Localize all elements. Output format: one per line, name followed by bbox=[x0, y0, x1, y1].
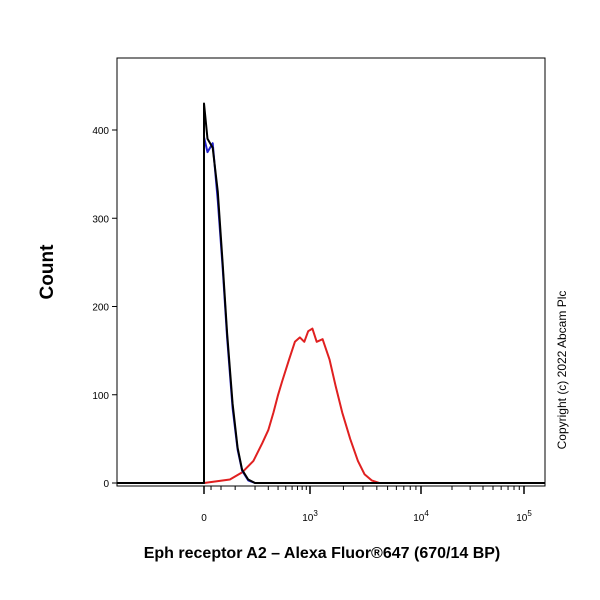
y-tick-label: 400 bbox=[92, 126, 109, 137]
x-axis-title: Eph receptor A2 – Alexa Fluor®647 (670/1… bbox=[144, 545, 501, 562]
histogram-series-line bbox=[117, 327, 545, 484]
x-tick-label: 103 bbox=[302, 509, 318, 524]
x-tick-label: 104 bbox=[413, 509, 429, 524]
y-axis: 0 100 200 300 400 bbox=[92, 126, 117, 490]
copyright-text: Copyright (c) 2022 Abcam Plc bbox=[555, 291, 569, 450]
y-tick-label: 200 bbox=[92, 303, 109, 314]
y-tick-label: 300 bbox=[92, 214, 109, 225]
plot-frame bbox=[116, 57, 546, 487]
series-layer bbox=[117, 102, 545, 484]
y-tick-label: 0 bbox=[103, 479, 109, 490]
histogram-series-line bbox=[117, 133, 545, 484]
x-axis: 0 103 104 105 bbox=[201, 486, 532, 524]
x-tick-label: 105 bbox=[516, 509, 532, 524]
y-tick-label: 100 bbox=[92, 391, 109, 402]
histogram-series-line bbox=[117, 102, 545, 484]
x-tick-label: 0 bbox=[201, 513, 207, 524]
y-axis-title: Count bbox=[37, 244, 58, 300]
